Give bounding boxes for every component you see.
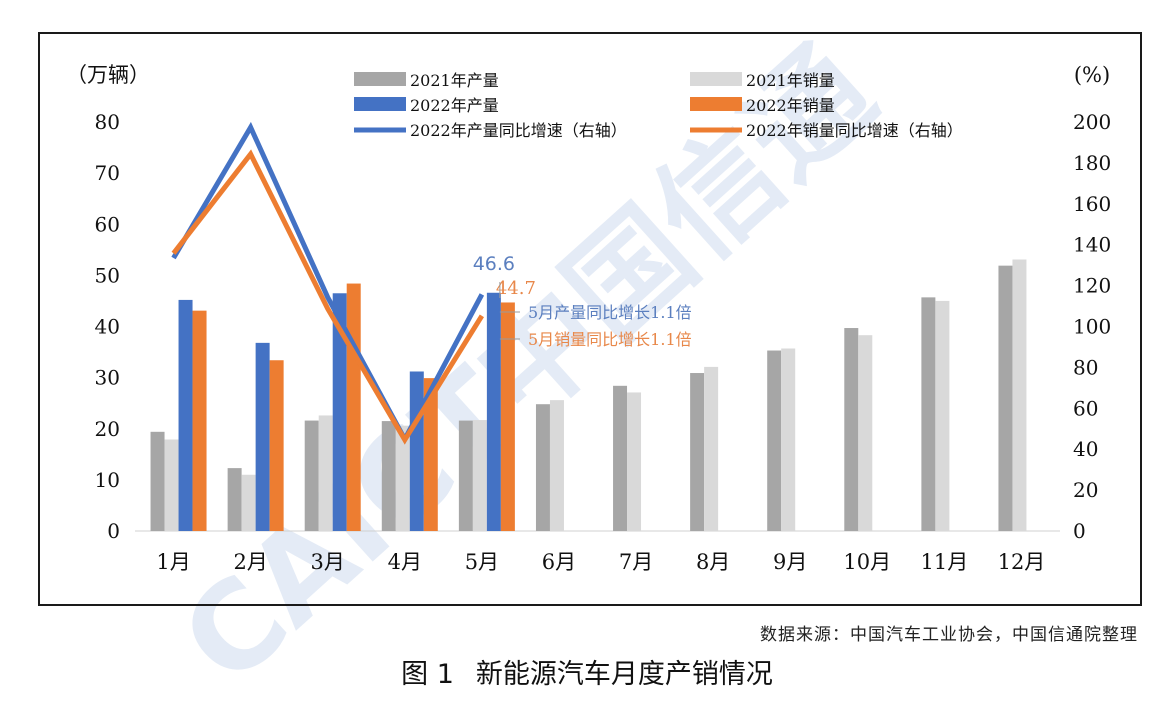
category-label: 5月 xyxy=(465,550,499,574)
bar-1-6月 xyxy=(549,400,564,531)
right-tick-label: 160 xyxy=(1073,192,1111,216)
legend-label-3: 2022年销量 xyxy=(746,96,835,115)
legend-label-5: 2022年销量同比增速（右轴） xyxy=(746,121,963,140)
bar-1-3月 xyxy=(318,415,333,531)
legend-label-2: 2022年产量 xyxy=(410,96,499,115)
right-tick-label: 180 xyxy=(1073,151,1111,175)
left-axis-label: （万辆） xyxy=(66,63,150,87)
category-label: 7月 xyxy=(619,550,653,574)
bar-3-1月 xyxy=(192,310,207,531)
bar-0-12月 xyxy=(998,265,1013,531)
left-tick-label: 20 xyxy=(95,417,120,441)
left-tick-label: 80 xyxy=(95,110,120,134)
bar-2-5月 xyxy=(486,292,501,531)
legend-swatch-1 xyxy=(690,72,742,86)
bar-0-8月 xyxy=(690,373,705,531)
right-axis-label: (%) xyxy=(1074,63,1110,87)
bar-3-5月 xyxy=(500,302,515,531)
bar-0-3月 xyxy=(304,420,319,531)
category-label: 11月 xyxy=(921,550,969,574)
legend-label-1: 2021年销量 xyxy=(746,71,835,90)
annotation-value-prod: 46.6 xyxy=(473,253,515,275)
bar-0-5月 xyxy=(458,420,473,531)
bar-1-5月 xyxy=(472,420,487,531)
category-label: 10月 xyxy=(843,550,891,574)
left-tick-label: 70 xyxy=(95,161,120,185)
annotation-sales-growth: 5月销量同比增长1.1倍 xyxy=(528,330,692,349)
legend-swatch-2 xyxy=(354,97,406,111)
bar-1-12月 xyxy=(1012,259,1027,531)
right-tick-label: 140 xyxy=(1073,233,1111,257)
bar-0-4月 xyxy=(381,421,396,531)
bar-1-9月 xyxy=(781,348,796,531)
category-label: 6月 xyxy=(542,550,576,574)
bar-0-9月 xyxy=(767,350,782,531)
figure-title: 新能源汽车月度产销情况 xyxy=(475,659,773,690)
bar-3-2月 xyxy=(269,360,284,531)
bar-1-11月 xyxy=(935,300,950,531)
legend-swatch-0 xyxy=(354,72,406,86)
category-label: 8月 xyxy=(696,550,730,574)
right-tick-label: 100 xyxy=(1073,315,1111,339)
bar-2-3月 xyxy=(332,293,347,531)
right-tick-label: 40 xyxy=(1073,437,1098,461)
category-label: 4月 xyxy=(388,550,422,574)
category-label: 2月 xyxy=(233,550,267,574)
legend-label-4: 2022年产量同比增速（右轴） xyxy=(410,121,627,140)
right-tick-label: 200 xyxy=(1073,110,1111,134)
bar-1-10月 xyxy=(858,335,873,531)
left-tick-label: 50 xyxy=(95,263,120,287)
left-tick-label: 40 xyxy=(95,315,120,339)
right-tick-label: 80 xyxy=(1073,355,1098,379)
category-label: 1月 xyxy=(156,550,190,574)
category-label: 9月 xyxy=(773,550,807,574)
source-note: 数据来源：中国汽车工业协会，中国信通院整理 xyxy=(760,625,1138,645)
bar-3-4月 xyxy=(423,378,438,531)
bar-1-2月 xyxy=(241,474,256,531)
bar-0-2月 xyxy=(227,468,242,531)
bar-2-1月 xyxy=(178,299,193,531)
left-tick-label: 60 xyxy=(95,212,120,236)
bar-0-7月 xyxy=(613,385,628,531)
right-tick-label: 120 xyxy=(1073,274,1111,298)
left-tick-label: 10 xyxy=(95,468,120,492)
left-tick-label: 30 xyxy=(95,366,120,390)
bar-1-8月 xyxy=(704,366,719,531)
bar-1-7月 xyxy=(627,392,642,531)
bar-1-4月 xyxy=(395,425,410,531)
right-tick-label: 60 xyxy=(1073,396,1098,420)
right-tick-label: 0 xyxy=(1073,519,1086,543)
left-tick-label: 0 xyxy=(107,519,120,543)
annotation-value-sales: 44.7 xyxy=(496,278,536,299)
chart-frame xyxy=(38,32,1142,606)
legend-label-0: 2021年产量 xyxy=(410,71,499,90)
figure-number: 图 1 xyxy=(401,659,454,690)
bar-3-3月 xyxy=(346,283,361,531)
bar-0-1月 xyxy=(150,431,165,531)
bar-2-4月 xyxy=(409,371,424,531)
legend-swatch-3 xyxy=(690,97,742,111)
bar-0-11月 xyxy=(921,297,936,531)
bar-0-6月 xyxy=(535,404,550,531)
chart: （万辆） (%) 0 10 20 30 40 50 60 70 80 0 20 40 60 80 100 120 1… xyxy=(66,63,1111,574)
annotation-prod-growth: 5月产量同比增长1.1倍 xyxy=(528,303,692,322)
bar-2-2月 xyxy=(255,342,270,531)
figure-caption: 图 1 新能源汽车月度产销情况 xyxy=(0,652,1174,691)
category-label: 12月 xyxy=(998,550,1046,574)
bar-0-10月 xyxy=(844,328,859,531)
bar-1-1月 xyxy=(164,439,179,531)
right-tick-label: 20 xyxy=(1073,478,1098,502)
category-label: 3月 xyxy=(311,550,345,574)
